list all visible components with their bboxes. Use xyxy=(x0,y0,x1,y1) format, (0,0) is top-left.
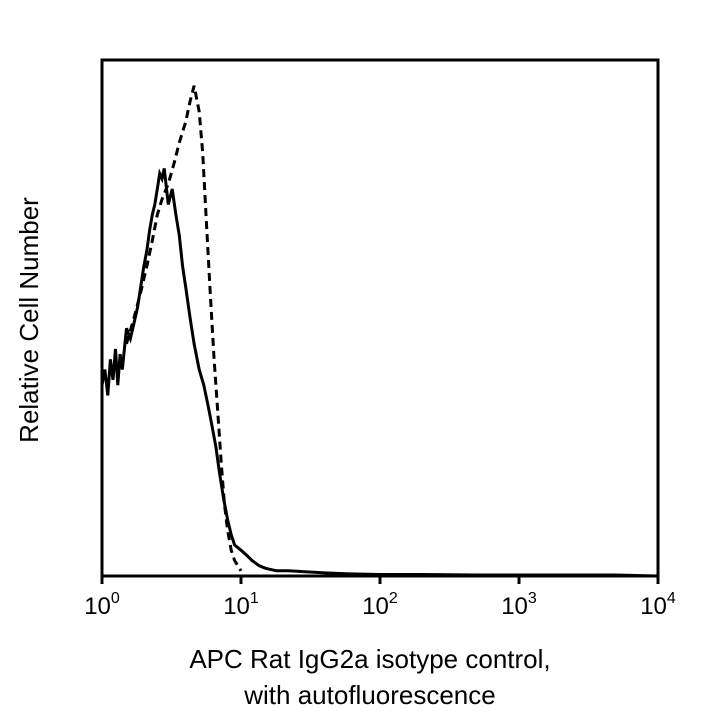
y-axis-label: Relative Cell Number xyxy=(14,197,44,443)
x-axis-tick-labels: 100 101 102 103 104 xyxy=(84,590,676,620)
x-tick-label: 104 xyxy=(640,590,676,620)
series-line-dashed xyxy=(125,85,243,572)
x-tick-label: 103 xyxy=(501,590,537,620)
x-tick-label: 100 xyxy=(84,590,120,620)
x-tick-label: 101 xyxy=(223,590,259,620)
x-axis-ticks xyxy=(100,576,660,584)
series-line-solid xyxy=(100,168,659,578)
series-layer xyxy=(100,85,659,578)
x-axis-label-line-1: APC Rat IgG2a isotype control, xyxy=(189,644,550,674)
x-tick-label: 102 xyxy=(362,590,398,620)
x-axis-label-line-2: with autofluorescence xyxy=(243,680,495,710)
plot-frame xyxy=(100,58,660,578)
